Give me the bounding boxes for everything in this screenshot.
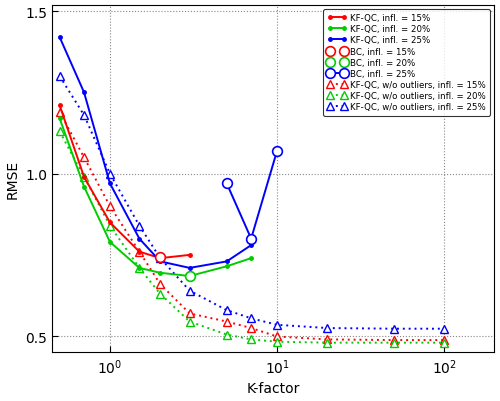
KF-QC, infl. = 20%: [136, 266, 142, 271]
KF-QC, w/o outliers, infl. = 25%: [157, 256, 163, 261]
KF-QC, infl. = 20%: [56, 117, 62, 122]
KF-QC, w/o outliers, infl. = 20%: [136, 266, 142, 271]
KF-QC, infl. = 25%: [56, 36, 62, 41]
KF-QC, w/o outliers, infl. = 25%: [248, 316, 254, 321]
KF-QC, infl. = 20%: [186, 274, 192, 279]
KF-QC, w/o outliers, infl. = 20%: [441, 340, 447, 345]
KF-QC, infl. = 15%: [186, 253, 192, 258]
KF-QC, w/o outliers, infl. = 15%: [224, 319, 230, 324]
KF-QC, w/o outliers, infl. = 25%: [81, 113, 87, 118]
KF-QC, w/o outliers, infl. = 15%: [81, 156, 87, 160]
KF-QC, w/o outliers, infl. = 20%: [324, 340, 330, 345]
KF-QC, w/o outliers, infl. = 15%: [274, 334, 280, 339]
KF-QC, infl. = 15%: [157, 256, 163, 261]
KF-QC, w/o outliers, infl. = 15%: [391, 338, 397, 342]
KF-QC, infl. = 25%: [157, 259, 163, 264]
KF-QC, w/o outliers, infl. = 25%: [224, 308, 230, 313]
Legend: KF-QC, infl. = 15%, KF-QC, infl. = 20%, KF-QC, infl. = 25%, BC, infl. = 15%, BC,: KF-QC, infl. = 15%, KF-QC, infl. = 20%, …: [324, 10, 490, 116]
KF-QC, w/o outliers, infl. = 15%: [248, 326, 254, 331]
KF-QC, w/o outliers, infl. = 15%: [107, 204, 113, 209]
KF-QC, infl. = 20%: [157, 271, 163, 275]
KF-QC, infl. = 25%: [107, 182, 113, 186]
Line: KF-QC, w/o outliers, infl. = 20%: KF-QC, w/o outliers, infl. = 20%: [56, 128, 448, 347]
KF-QC, w/o outliers, infl. = 20%: [224, 332, 230, 337]
KF-QC, infl. = 20%: [248, 256, 254, 261]
KF-QC, infl. = 15%: [136, 249, 142, 254]
KF-QC, w/o outliers, infl. = 25%: [136, 224, 142, 229]
KF-QC, infl. = 25%: [224, 259, 230, 264]
KF-QC, w/o outliers, infl. = 15%: [56, 110, 62, 115]
KF-QC, w/o outliers, infl. = 15%: [157, 282, 163, 287]
KF-QC, w/o outliers, infl. = 25%: [324, 326, 330, 331]
Line: KF-QC, infl. = 15%: KF-QC, infl. = 15%: [56, 103, 193, 262]
KF-QC, w/o outliers, infl. = 25%: [441, 326, 447, 331]
KF-QC, w/o outliers, infl. = 25%: [107, 172, 113, 176]
KF-QC, w/o outliers, infl. = 20%: [107, 224, 113, 229]
KF-QC, w/o outliers, infl. = 25%: [56, 75, 62, 79]
X-axis label: K-factor: K-factor: [246, 381, 300, 395]
KF-QC, w/o outliers, infl. = 20%: [248, 337, 254, 342]
Line: KF-QC, w/o outliers, infl. = 25%: KF-QC, w/o outliers, infl. = 25%: [56, 73, 448, 333]
KF-QC, w/o outliers, infl. = 25%: [274, 322, 280, 327]
KF-QC, w/o outliers, infl. = 20%: [186, 319, 192, 324]
BC, infl. = 25%: [224, 182, 230, 186]
KF-QC, infl. = 20%: [81, 185, 87, 190]
KF-QC, w/o outliers, infl. = 20%: [157, 292, 163, 297]
Y-axis label: RMSE: RMSE: [6, 160, 20, 198]
KF-QC, infl. = 15%: [56, 104, 62, 109]
KF-QC, infl. = 25%: [81, 91, 87, 95]
KF-QC, w/o outliers, infl. = 20%: [274, 339, 280, 344]
KF-QC, w/o outliers, infl. = 15%: [136, 249, 142, 254]
KF-QC, w/o outliers, infl. = 15%: [324, 337, 330, 342]
Line: KF-QC, w/o outliers, infl. = 15%: KF-QC, w/o outliers, infl. = 15%: [56, 108, 448, 344]
KF-QC, infl. = 20%: [107, 240, 113, 245]
KF-QC, w/o outliers, infl. = 25%: [391, 326, 397, 331]
KF-QC, infl. = 15%: [107, 221, 113, 225]
Line: KF-QC, infl. = 20%: KF-QC, infl. = 20%: [56, 115, 254, 280]
BC, infl. = 25%: [248, 237, 254, 241]
KF-QC, w/o outliers, infl. = 20%: [56, 130, 62, 134]
KF-QC, w/o outliers, infl. = 15%: [441, 338, 447, 342]
KF-QC, infl. = 25%: [248, 243, 254, 248]
KF-QC, w/o outliers, infl. = 15%: [186, 311, 192, 316]
KF-QC, infl. = 25%: [186, 266, 192, 271]
KF-QC, w/o outliers, infl. = 25%: [186, 289, 192, 294]
KF-QC, w/o outliers, infl. = 20%: [391, 340, 397, 345]
Line: BC, infl. = 25%: BC, infl. = 25%: [222, 147, 282, 244]
KF-QC, w/o outliers, infl. = 20%: [81, 175, 87, 180]
KF-QC, infl. = 20%: [224, 264, 230, 269]
BC, infl. = 25%: [274, 149, 280, 154]
KF-QC, infl. = 15%: [81, 175, 87, 180]
KF-QC, infl. = 25%: [136, 237, 142, 241]
Line: KF-QC, infl. = 25%: KF-QC, infl. = 25%: [56, 34, 254, 272]
